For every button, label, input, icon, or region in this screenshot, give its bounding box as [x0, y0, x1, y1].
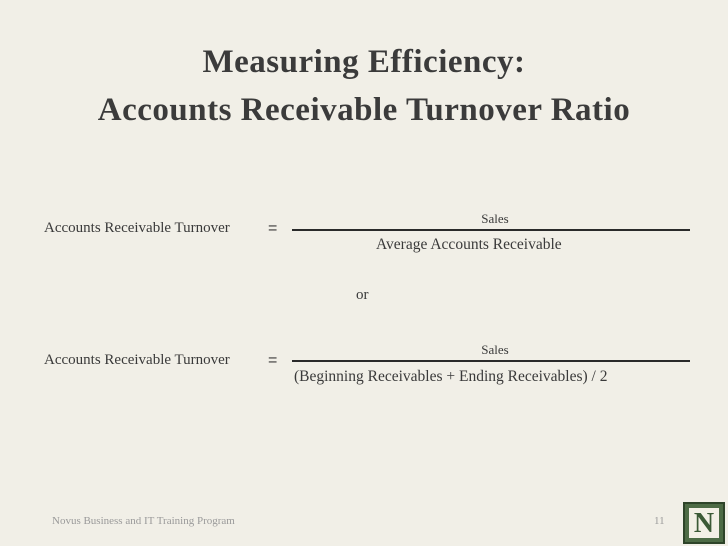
formula-denominator: (Beginning Receivables + Ending Receivab… [294, 368, 608, 385]
title-line-1: Measuring Efficiency: [202, 44, 526, 80]
formula-numerator: Sales [481, 342, 509, 357]
or-separator: or [356, 287, 369, 303]
novus-logo: N [683, 502, 725, 544]
fraction-bar [292, 229, 690, 231]
equals-sign: = [268, 220, 278, 237]
equals-sign: = [268, 352, 278, 369]
slide-number: 11 [654, 515, 665, 527]
formula-label: Accounts Receivable Turnover [44, 352, 230, 368]
slide-title: Measuring Efficiency: Accounts Receivabl… [0, 38, 728, 134]
formula-denominator: Average Accounts Receivable [376, 236, 562, 253]
footer-program-name: Novus Business and IT Training Program [52, 515, 235, 527]
formula-numerator: Sales [481, 211, 509, 226]
logo-letter: N [689, 508, 719, 539]
fraction-bar [292, 360, 690, 362]
title-line-2: Accounts Receivable Turnover Ratio [97, 92, 631, 128]
formula-label: Accounts Receivable Turnover [44, 220, 230, 236]
